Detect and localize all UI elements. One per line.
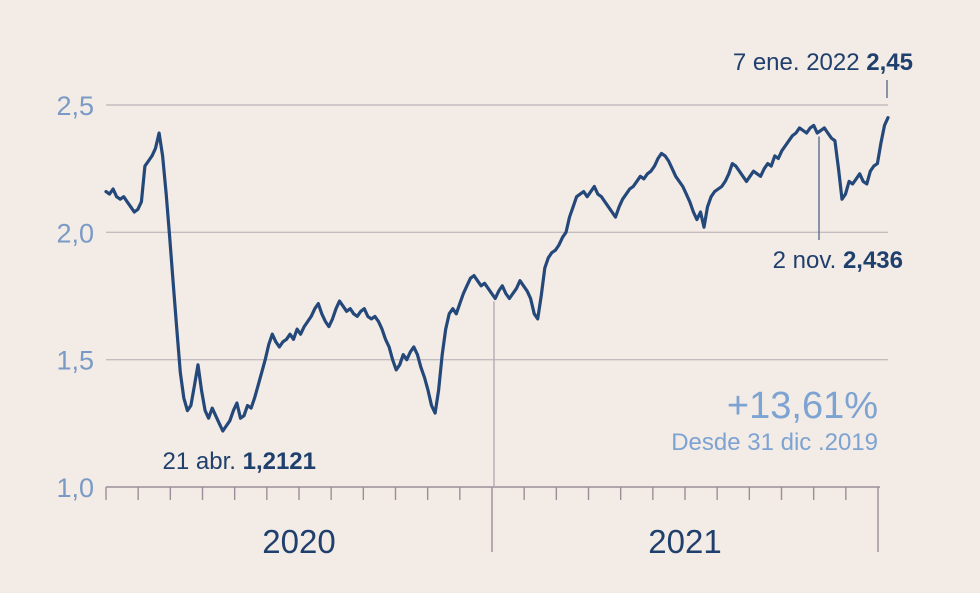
x-year-label: 2020 [262,523,335,560]
annotation-leader-lines [493,80,888,487]
y-tick-label: 1,0 [56,473,94,503]
y-tick-label: 1,5 [56,346,94,376]
x-axis: 2020 2021 [105,486,880,560]
annotation-min: 21 abr. 1,2121 [163,448,316,475]
x-year-label: 2021 [648,523,721,560]
y-tick-label: 2,0 [56,218,94,248]
summary-change-label: Desde 31 dic .2019 [671,429,878,456]
annotation-last: 7 ene. 2022 2,45 [733,49,913,76]
series-layer [104,116,890,433]
price-series-line [104,116,890,433]
y-tick-label: 2,5 [56,91,94,121]
summary-change-value: +13,61% [727,385,878,427]
y-axis-tick-labels: 1,0 1,5 2,0 2,5 [56,91,94,503]
grid-lines [106,104,888,361]
annotation-nov: 2 nov. 2,436 [773,247,903,274]
